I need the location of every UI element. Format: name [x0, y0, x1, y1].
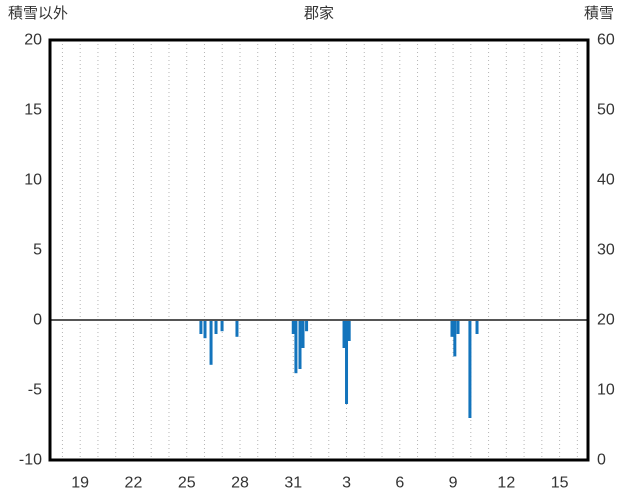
precip-bar	[347, 320, 351, 341]
precip-bar	[294, 320, 298, 374]
precip-bar	[456, 320, 460, 334]
precip-bar	[468, 320, 472, 418]
right-axis-tick-label: 10	[597, 382, 615, 399]
precip-bar	[214, 320, 218, 334]
x-axis-tick-label: 3	[342, 475, 351, 492]
chart-title: 郡家	[303, 5, 334, 22]
precip-bar	[301, 320, 305, 348]
x-axis-tick-label: 6	[395, 475, 404, 492]
right-axis-tick-label: 60	[597, 32, 615, 49]
right-axis-tick-label: 30	[597, 242, 615, 259]
left-axis-tick-label: 5	[33, 242, 42, 259]
x-axis-tick-label: 19	[71, 475, 89, 492]
precip-bar	[220, 320, 224, 332]
x-axis-tick-label: 15	[551, 475, 569, 492]
x-axis-tick-label: 22	[125, 475, 143, 492]
right-axis-tick-label: 50	[597, 102, 615, 119]
left-axis-tick-label: -10	[19, 452, 42, 469]
x-axis-tick-label: 25	[178, 475, 196, 492]
x-axis-tick-label: 12	[497, 475, 515, 492]
right-axis-tick-label: 0	[597, 452, 606, 469]
right-axis-tick-label: 20	[597, 312, 615, 329]
precip-bar	[450, 320, 454, 337]
left-axis-tick-label: 10	[24, 172, 42, 189]
precip-bar	[199, 320, 203, 334]
right-axis-tick-label: 40	[597, 172, 615, 189]
precip-bar	[342, 320, 346, 348]
left-axis-tick-label: 0	[33, 312, 42, 329]
precip-bar	[209, 320, 213, 365]
right-axis-title: 積雪	[583, 5, 614, 22]
precip-bar	[291, 320, 295, 334]
precip-bar	[475, 320, 479, 334]
left-axis-tick-label: 15	[24, 102, 42, 119]
precip-bar	[235, 320, 239, 337]
x-axis-tick-label: 31	[284, 475, 302, 492]
precip-bar	[298, 320, 302, 369]
precip-bar	[345, 320, 349, 404]
x-axis-tick-label: 9	[449, 475, 458, 492]
left-axis-title: 積雪以外	[8, 5, 69, 22]
left-axis-tick-label: 20	[24, 32, 42, 49]
precip-bar	[203, 320, 207, 339]
plot-frame	[48, 38, 590, 462]
x-axis-tick-label: 28	[231, 475, 249, 492]
precip-bar	[453, 320, 457, 357]
left-axis-tick-label: -5	[28, 382, 42, 399]
precip-bar	[305, 320, 309, 332]
